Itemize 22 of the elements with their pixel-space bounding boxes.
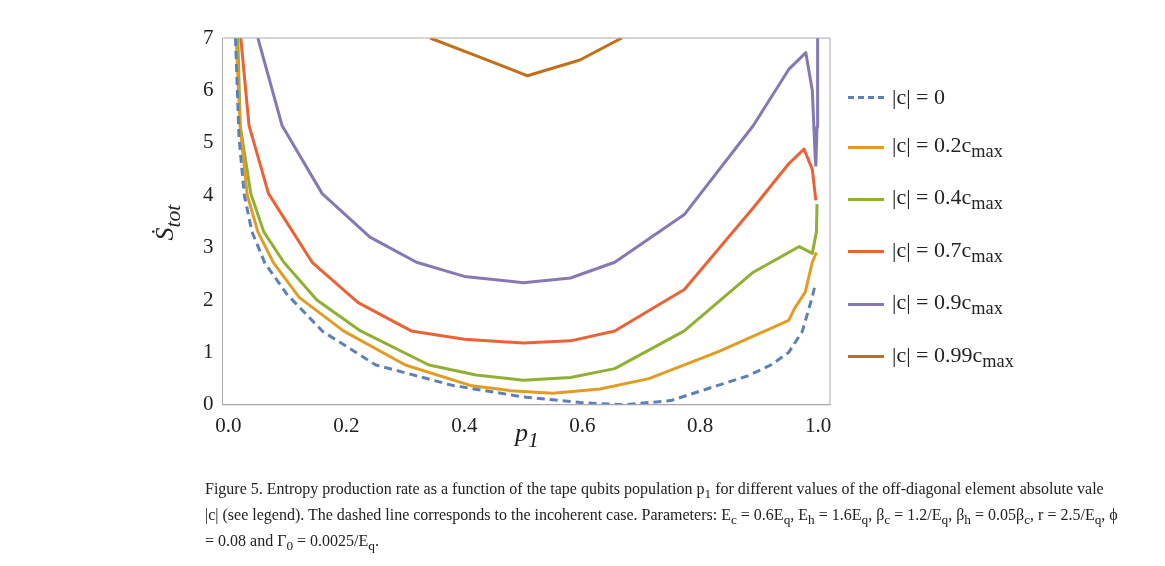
y-tick-label: 1 [203,338,214,363]
legend-label: |c| = 0.99c$_{max}$ [892,341,1014,372]
y-tick-label: 2 [203,286,214,311]
legend-label: |c| = 0 [892,84,945,110]
y-tick-label: 7 [203,24,214,49]
text: Figure 5. Entropy production rate as a function of the tape qubits population p$_{1}$ for different values of the off-diagonal element absolute vale |c| (see legend). The dashed line corresponds to the incoherent case. Parameters: E$_{c}$ = 0.6E$_{q}$, E$_{h}$ = 1.6E$_{q}$, β$_{c}$ = 1.2/E$_{q}$, β$_{h}$ = 0.05β$_{c}$, r = 2.5/E$_{q}$, ϕ = 0.08 and Γ$_{0}$ = 0.0025/E$_{q}$. [205,480,1118,554]
x-tick-label: 0.0 [215,412,242,437]
x-tick-label: 1.0 [805,412,832,437]
y-tick-label: 3 [203,234,214,259]
y-tick-label: 0 [203,391,214,416]
y-tick-label: 5 [203,129,214,154]
legend-label: |c| = 0.4c$_{max}$ [892,184,1003,215]
y-tick-label: 6 [203,76,214,101]
x-axis-title: p$_{1}$ [515,418,539,454]
x-tick-label: 0.6 [569,412,596,437]
x-tick-label: 0.4 [451,412,478,437]
x-tick-label: 0.8 [687,412,714,437]
legend-label: |c| = 0.7c$_{max}$ [892,236,1003,268]
y-tick-label: 4 [203,181,214,206]
x-tick-label: 0.2 [333,412,360,437]
legend-label: |c| = 0.9c$_{max}$ [892,289,1003,320]
legend-label: |c| = 0.2c$_{max}$ [892,132,1003,163]
